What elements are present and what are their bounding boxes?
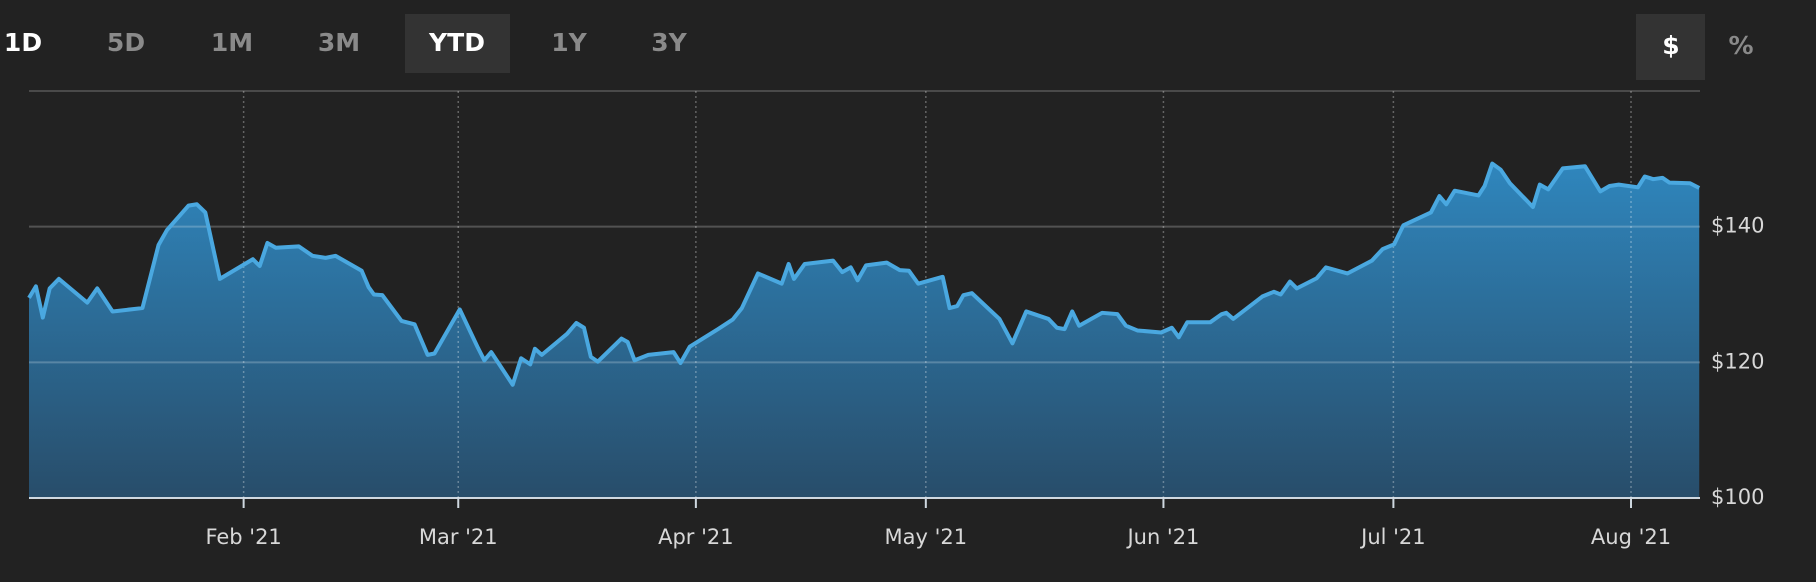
price-line (27, 161, 1701, 387)
range-button[interactable]: 3Y (651, 28, 687, 57)
x-tick-label: May '21 (885, 525, 968, 549)
y-tick-label: $100 (1711, 485, 1764, 509)
range-button[interactable]: 1Y (551, 28, 587, 57)
y-tick-label: $120 (1711, 349, 1764, 373)
x-tick-label: Aug '21 (1591, 525, 1671, 549)
range-button[interactable]: 1D (4, 28, 42, 57)
range-button[interactable]: 3M (318, 28, 360, 57)
unit-button[interactable]: $ (1662, 31, 1679, 60)
x-tick-label: Jul '21 (1359, 525, 1426, 549)
active-range-bg (405, 14, 510, 73)
x-tick-label: Feb '21 (205, 525, 281, 549)
active-unit-bg (1636, 14, 1705, 80)
x-tick-label: Apr '21 (658, 525, 734, 549)
x-tick-label: Mar '21 (419, 525, 498, 549)
range-button[interactable]: YTD (428, 28, 485, 57)
y-tick-label: $140 (1711, 214, 1764, 238)
range-button[interactable]: 5D (107, 28, 145, 57)
x-tick-label: Jun '21 (1125, 525, 1199, 549)
area-fill (29, 163, 1700, 498)
range-button[interactable]: 1M (211, 28, 253, 57)
unit-button[interactable]: % (1728, 31, 1753, 60)
